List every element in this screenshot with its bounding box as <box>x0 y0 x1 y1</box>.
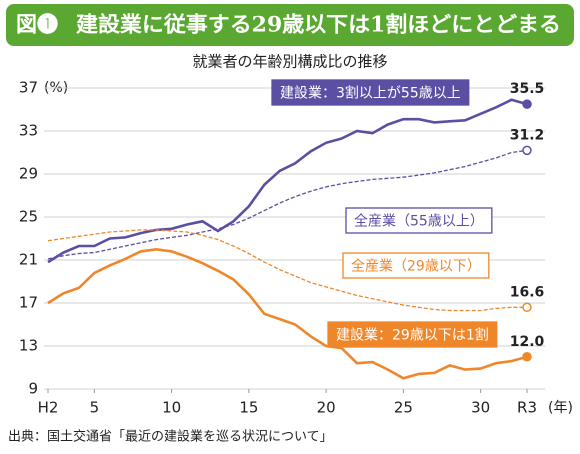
x-tick-label: H2 <box>38 399 59 417</box>
y-tick-label: 29 <box>19 165 38 183</box>
figure-label: 図❶ <box>16 12 58 37</box>
series-line <box>47 229 527 312</box>
legend-label: 建設業：29歳以下は1割 <box>336 327 489 344</box>
x-tick-label: 20 <box>317 399 336 417</box>
end-marker <box>522 302 532 313</box>
series-line <box>47 98 528 264</box>
y-tick-label: 13 <box>19 337 38 355</box>
value-label: 35.5 <box>510 81 545 97</box>
chart-title: 建設業に従事する29歳以下は1割ほどにとどまる <box>76 12 561 37</box>
x-tick-label: 30 <box>471 399 490 417</box>
x-tick-label: R3 <box>517 399 537 417</box>
value-label: 31.2 <box>510 127 545 143</box>
y-tick-label: 37 <box>19 79 38 97</box>
value-label: 16.6 <box>510 284 545 300</box>
y-tick-label: 33 <box>19 122 38 140</box>
y-tick-label: 9 <box>28 380 38 398</box>
legend-box <box>345 207 493 234</box>
x-tick-label: 5 <box>90 399 100 417</box>
end-marker <box>522 99 532 109</box>
end-marker <box>522 145 532 156</box>
x-tick-label: 15 <box>239 399 258 417</box>
title-banner <box>6 4 574 46</box>
y-tick-label: 21 <box>19 251 38 269</box>
x-axis-label: (年) <box>548 400 573 416</box>
end-marker <box>522 352 532 362</box>
x-tick-label: 25 <box>394 399 413 417</box>
y-tick-label: 17 <box>19 294 38 312</box>
y-tick-label: 25 <box>19 208 38 226</box>
legend-label: 全産業（55歳以上） <box>354 213 484 230</box>
source: 出典：国土交通省「最近の建設業を巡る状況について」 <box>8 429 333 445</box>
chart-subtitle: 就業者の年齢別構成比の推移 <box>192 53 387 71</box>
series-line <box>47 247 528 380</box>
value-label: 12.0 <box>510 334 545 350</box>
x-tick-label: 10 <box>162 399 181 417</box>
legend-box <box>271 79 470 106</box>
legend-box <box>327 321 498 348</box>
legend-label: 全産業（29歳以下） <box>351 258 481 275</box>
series-line <box>47 149 528 260</box>
legend-label: 建設業：3割以上が55歳以上 <box>280 85 461 102</box>
legend-box <box>342 252 490 279</box>
